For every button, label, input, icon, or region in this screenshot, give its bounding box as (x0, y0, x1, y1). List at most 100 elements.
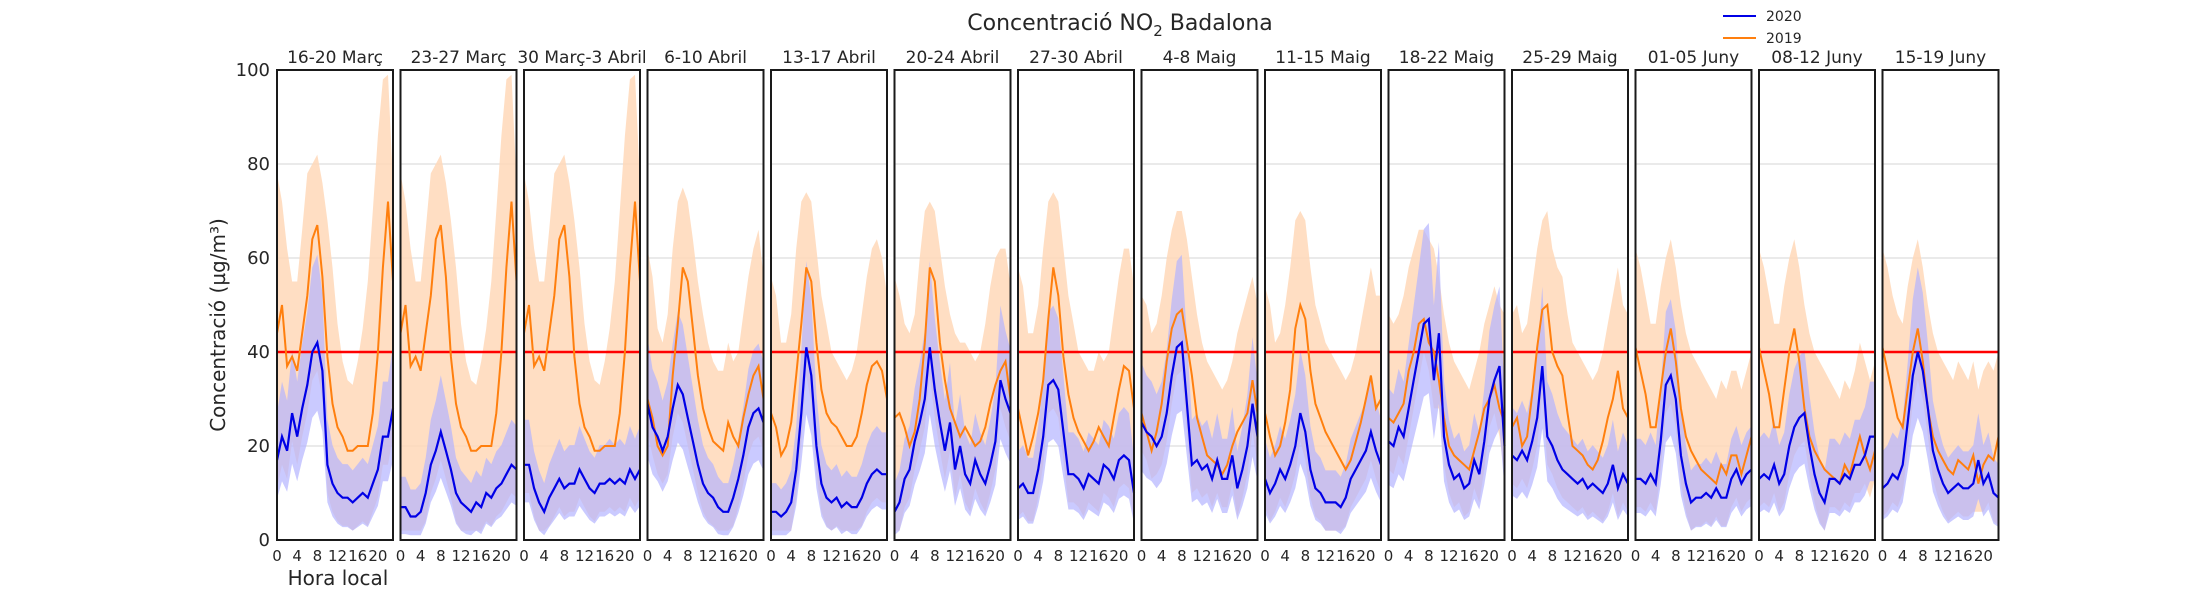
series-2020-line (893, 347, 1012, 513)
x-tick-label: 16 (348, 547, 367, 565)
panel-title: 25-29 Maig (1522, 48, 1617, 68)
x-tick-label: 20 (1727, 547, 1746, 565)
x-tick-label: 0 (1013, 547, 1023, 565)
series-2019-line (1264, 301, 1382, 472)
band-2020 (1265, 349, 1381, 535)
series-2019-line (399, 201, 518, 452)
x-tick-label: 12 (698, 547, 717, 565)
x-tick-label: 0 (890, 547, 900, 565)
x-tick-label: 20 (1109, 547, 1128, 565)
panel-frame (523, 69, 641, 541)
series-2020-line (1511, 365, 1629, 495)
x-tick-label: 4 (910, 547, 920, 565)
panel-frame (1140, 69, 1259, 541)
x-tick-label: 8 (1918, 547, 1928, 565)
x-tick-label: 4 (1280, 547, 1290, 565)
x-tick-label: 0 (1878, 547, 1888, 565)
panel: 30 Març-3 Abril 0 4 8 12 16 20 (517, 48, 646, 565)
y-tick-label: 60 (247, 248, 270, 269)
x-tick-label: 8 (1548, 547, 1558, 565)
series-2020-line (1881, 351, 2000, 499)
panel-frame (1017, 69, 1135, 541)
x-tick-label: 16 (1954, 547, 1973, 565)
x-tick-label: 0 (766, 547, 776, 565)
x-tick-label: 8 (436, 547, 446, 565)
series-2020-line (524, 463, 641, 515)
x-tick-label: 8 (1054, 547, 1064, 565)
band-2020 (524, 419, 640, 536)
x-tick-label: 12 (1316, 547, 1335, 565)
x-tick-label: 8 (313, 547, 323, 565)
panel: 4-8 Maig 0 4 8 12 16 20 (1137, 48, 1259, 565)
series-2020-line (400, 427, 518, 518)
panel-frame (1881, 69, 2000, 541)
x-tick-label: 20 (1233, 547, 1252, 565)
chart-title-subscript: 2 (1153, 22, 1163, 40)
band-2019 (400, 74, 517, 531)
series-2020-line (1263, 412, 1383, 509)
x-tick-label: 4 (663, 547, 673, 565)
x-tick-label: 12 (945, 547, 964, 565)
series-2020-line (1758, 410, 1875, 506)
series-2019-line (1511, 302, 1629, 472)
panel-title: 6-10 Abril (664, 48, 747, 68)
series-2019-line (646, 267, 765, 458)
x-tick-label: 4 (786, 547, 796, 565)
panel-title: 11-15 Maig (1275, 48, 1370, 68)
panel-title: 15-19 Juny (1895, 48, 1986, 68)
x-tick-label: 20 (862, 547, 881, 565)
x-tick-label: 8 (807, 547, 817, 565)
y-tick-label: 40 (247, 342, 270, 363)
series-2020-line (771, 347, 887, 519)
x-tick-label: 16 (1830, 547, 1849, 565)
series-2019-line (1017, 267, 1135, 456)
band-2020 (1512, 286, 1628, 524)
panel: 01-05 Juny 0 4 8 12 16 20 (1631, 48, 1753, 565)
x-tick-label: 8 (1671, 547, 1681, 565)
x-tick-label: 12 (1933, 547, 1952, 565)
legend: 2020 2019 (1723, 9, 1802, 47)
series-2020-line (646, 381, 765, 513)
x-tick-label: 4 (1527, 547, 1537, 565)
x-tick-label: 20 (1974, 547, 1993, 565)
band-2020 (1882, 267, 1999, 528)
band-2019 (1512, 211, 1628, 522)
x-tick-label: 4 (1033, 547, 1043, 565)
x-tick-label: 16 (1336, 547, 1355, 565)
x-tick-label: 0 (519, 547, 529, 565)
chart-title-prefix: Concentració NO (967, 11, 1153, 36)
series-2019-line (1634, 328, 1753, 486)
x-tick-label: 16 (842, 547, 861, 565)
x-axis-label: Hora local (288, 566, 389, 590)
x-tick-label: 20 (368, 547, 387, 565)
x-tick-label: 4 (416, 547, 426, 565)
panel-frame (646, 69, 765, 541)
panel-title: 23-27 Març (411, 48, 507, 68)
x-tick-label: 0 (1631, 547, 1641, 565)
series-2019-line (1387, 317, 1506, 472)
x-tick-label: 8 (683, 547, 693, 565)
x-tick-label: 16 (595, 547, 614, 565)
panel: 18-22 Maig 0 4 8 12 16 20 (1384, 48, 1506, 565)
x-tick-label: 20 (615, 547, 634, 565)
x-tick-label: 8 (1177, 547, 1187, 565)
y-tick-label: 20 (247, 436, 270, 457)
series-2020-line (1017, 378, 1136, 495)
x-tick-label: 4 (1157, 547, 1167, 565)
x-tick-label: 12 (1563, 547, 1582, 565)
panel-frame (276, 69, 394, 541)
chart-title: Concentració NO2 Badalona (967, 11, 1273, 40)
x-tick-label: 8 (930, 547, 940, 565)
x-tick-label: 4 (1404, 547, 1414, 565)
x-tick-label: 12 (575, 547, 594, 565)
x-tick-label: 12 (1439, 547, 1458, 565)
x-tick-label: 12 (328, 547, 347, 565)
panel-title: 01-05 Juny (1648, 48, 1739, 68)
x-tick-label: 12 (1810, 547, 1829, 565)
panel-title: 16-20 Març (287, 48, 383, 68)
panel-frame (1511, 69, 1629, 541)
band-2020 (1759, 349, 1875, 531)
x-tick-label: 16 (1089, 547, 1108, 565)
series-2019-line (523, 201, 641, 452)
